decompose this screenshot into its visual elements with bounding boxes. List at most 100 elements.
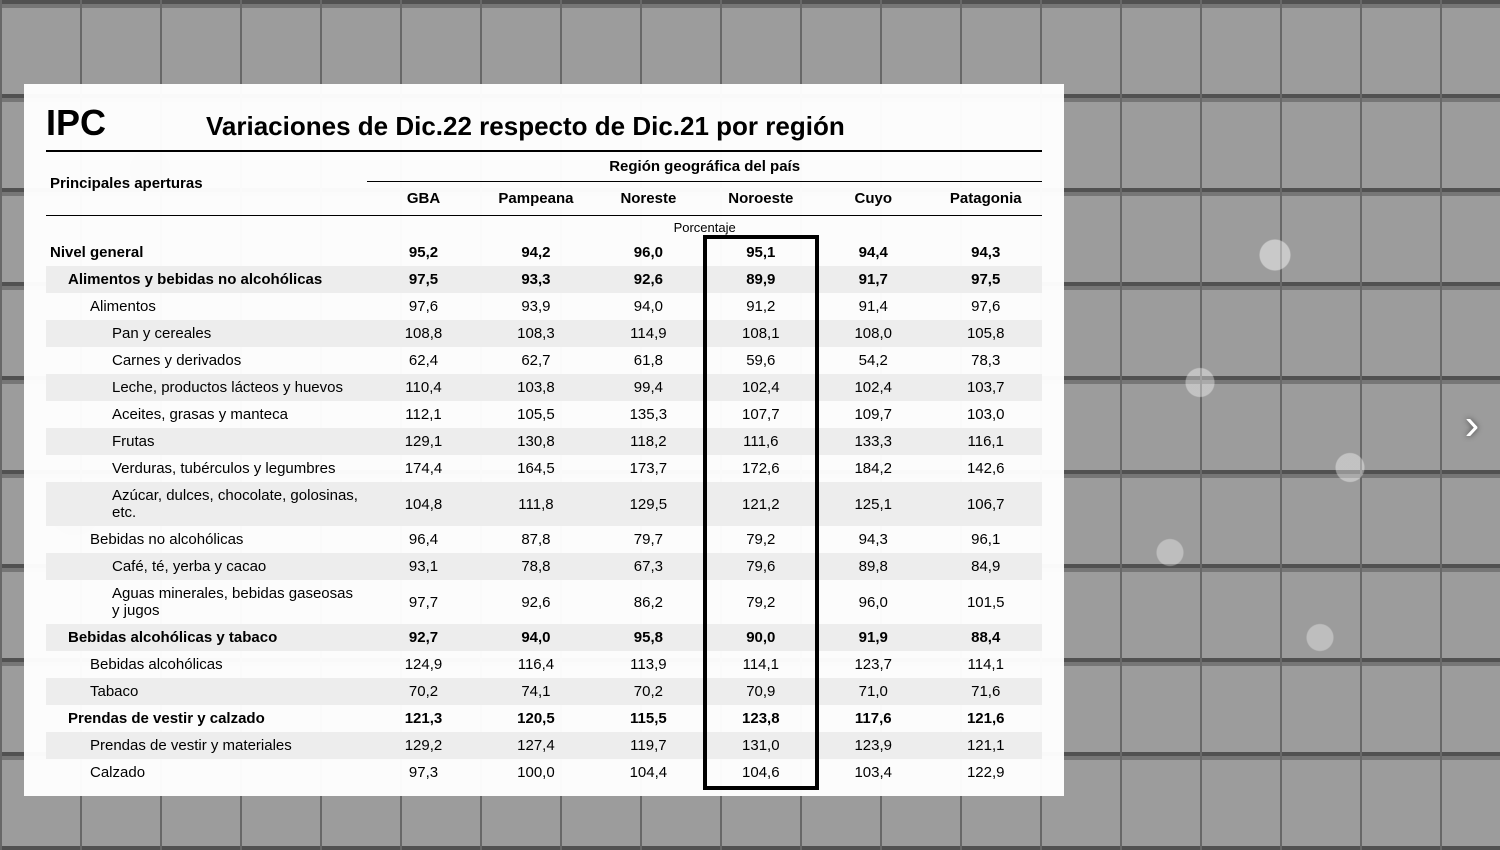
cell-value: 102,4 (705, 374, 817, 401)
row-label: Prendas de vestir y materiales (46, 732, 367, 759)
cell-value: 103,8 (480, 374, 592, 401)
cell-value: 87,8 (480, 526, 592, 553)
cell-value: 99,4 (592, 374, 704, 401)
cell-value: 79,2 (705, 526, 817, 553)
panel-titlebar: IPC Variaciones de Dic.22 respecto de Di… (46, 102, 1042, 144)
cell-value: 104,4 (592, 759, 704, 786)
cell-value: 104,8 (367, 482, 479, 526)
cell-value: 70,2 (367, 678, 479, 705)
column-group-header: Región geográfica del país (367, 151, 1042, 182)
cell-value: 103,4 (817, 759, 929, 786)
cell-value: 174,4 (367, 455, 479, 482)
cell-value: 78,8 (480, 553, 592, 580)
cell-value: 95,2 (367, 239, 479, 266)
cell-value: 110,4 (367, 374, 479, 401)
cell-value: 113,9 (592, 651, 704, 678)
cell-value: 172,6 (705, 455, 817, 482)
table-row: Bebidas no alcohólicas96,487,879,779,294… (46, 526, 1042, 553)
cell-value: 74,1 (480, 678, 592, 705)
cell-value: 133,3 (817, 428, 929, 455)
cell-value: 111,8 (480, 482, 592, 526)
cell-value: 123,8 (705, 705, 817, 732)
row-label: Calzado (46, 759, 367, 786)
cell-value: 131,0 (705, 732, 817, 759)
cell-value: 91,7 (817, 266, 929, 293)
cell-value: 93,1 (367, 553, 479, 580)
row-label: Café, té, yerba y cacao (46, 553, 367, 580)
cell-value: 112,1 (367, 401, 479, 428)
cell-value: 70,9 (705, 678, 817, 705)
row-label: Frutas (46, 428, 367, 455)
row-label: Aguas minerales, bebidas gaseosas y jugo… (46, 580, 367, 624)
cell-value: 94,4 (817, 239, 929, 266)
cell-value: 79,7 (592, 526, 704, 553)
cell-value: 97,7 (367, 580, 479, 624)
cell-value: 86,2 (592, 580, 704, 624)
row-label: Aceites, grasas y manteca (46, 401, 367, 428)
column-header: Pampeana (480, 182, 592, 216)
cell-value: 118,2 (592, 428, 704, 455)
table-row: Verduras, tubérculos y legumbres174,4164… (46, 455, 1042, 482)
table-row: Aguas minerales, bebidas gaseosas y jugo… (46, 580, 1042, 624)
cell-value: 107,7 (705, 401, 817, 428)
cell-value: 103,7 (929, 374, 1042, 401)
cell-value: 120,5 (480, 705, 592, 732)
table-row: Alimentos y bebidas no alcohólicas97,593… (46, 266, 1042, 293)
cell-value: 84,9 (929, 553, 1042, 580)
cell-value: 119,7 (592, 732, 704, 759)
column-header: Patagonia (929, 182, 1042, 216)
cell-value: 97,5 (929, 266, 1042, 293)
row-label: Bebidas alcohólicas (46, 651, 367, 678)
cell-value: 67,3 (592, 553, 704, 580)
cell-value: 94,3 (929, 239, 1042, 266)
cell-value: 95,1 (705, 239, 817, 266)
cell-value: 70,2 (592, 678, 704, 705)
chevron-right-icon: › (1465, 400, 1480, 450)
row-label: Tabaco (46, 678, 367, 705)
cell-value: 54,2 (817, 347, 929, 374)
cell-value: 135,3 (592, 401, 704, 428)
cell-value: 89,8 (817, 553, 929, 580)
cell-value: 94,2 (480, 239, 592, 266)
cell-value: 97,6 (929, 293, 1042, 320)
column-header: GBA (367, 182, 479, 216)
table-row: Nivel general95,294,296,095,194,494,3 (46, 239, 1042, 266)
cell-value: 104,6 (705, 759, 817, 786)
ipc-label: IPC (46, 102, 106, 144)
carousel-next-button[interactable]: › (1452, 395, 1492, 455)
row-label: Alimentos (46, 293, 367, 320)
cell-value: 121,3 (367, 705, 479, 732)
rowhead-label: Principales aperturas (46, 151, 367, 216)
cell-value: 94,3 (817, 526, 929, 553)
cell-value: 114,1 (705, 651, 817, 678)
cell-value: 109,7 (817, 401, 929, 428)
cell-value: 90,0 (705, 624, 817, 651)
cell-value: 108,0 (817, 320, 929, 347)
table-row: Tabaco70,274,170,270,971,071,6 (46, 678, 1042, 705)
cell-value: 121,1 (929, 732, 1042, 759)
cell-value: 129,5 (592, 482, 704, 526)
cell-value: 62,4 (367, 347, 479, 374)
cell-value: 123,9 (817, 732, 929, 759)
row-label: Azúcar, dulces, chocolate, golosinas, et… (46, 482, 367, 526)
cell-value: 93,9 (480, 293, 592, 320)
unit-label: Porcentaje (367, 216, 1042, 240)
cell-value: 71,0 (817, 678, 929, 705)
cell-value: 102,4 (817, 374, 929, 401)
cell-value: 125,1 (817, 482, 929, 526)
cell-value: 127,4 (480, 732, 592, 759)
table-row: Aceites, grasas y manteca112,1105,5135,3… (46, 401, 1042, 428)
cell-value: 123,7 (817, 651, 929, 678)
cell-value: 108,1 (705, 320, 817, 347)
cell-value: 62,7 (480, 347, 592, 374)
row-label: Alimentos y bebidas no alcohólicas (46, 266, 367, 293)
cell-value: 100,0 (480, 759, 592, 786)
cell-value: 91,9 (817, 624, 929, 651)
cell-value: 95,8 (592, 624, 704, 651)
cell-value: 97,3 (367, 759, 479, 786)
cell-value: 164,5 (480, 455, 592, 482)
cell-value: 121,2 (705, 482, 817, 526)
cell-value: 106,7 (929, 482, 1042, 526)
cell-value: 61,8 (592, 347, 704, 374)
cell-value: 108,8 (367, 320, 479, 347)
